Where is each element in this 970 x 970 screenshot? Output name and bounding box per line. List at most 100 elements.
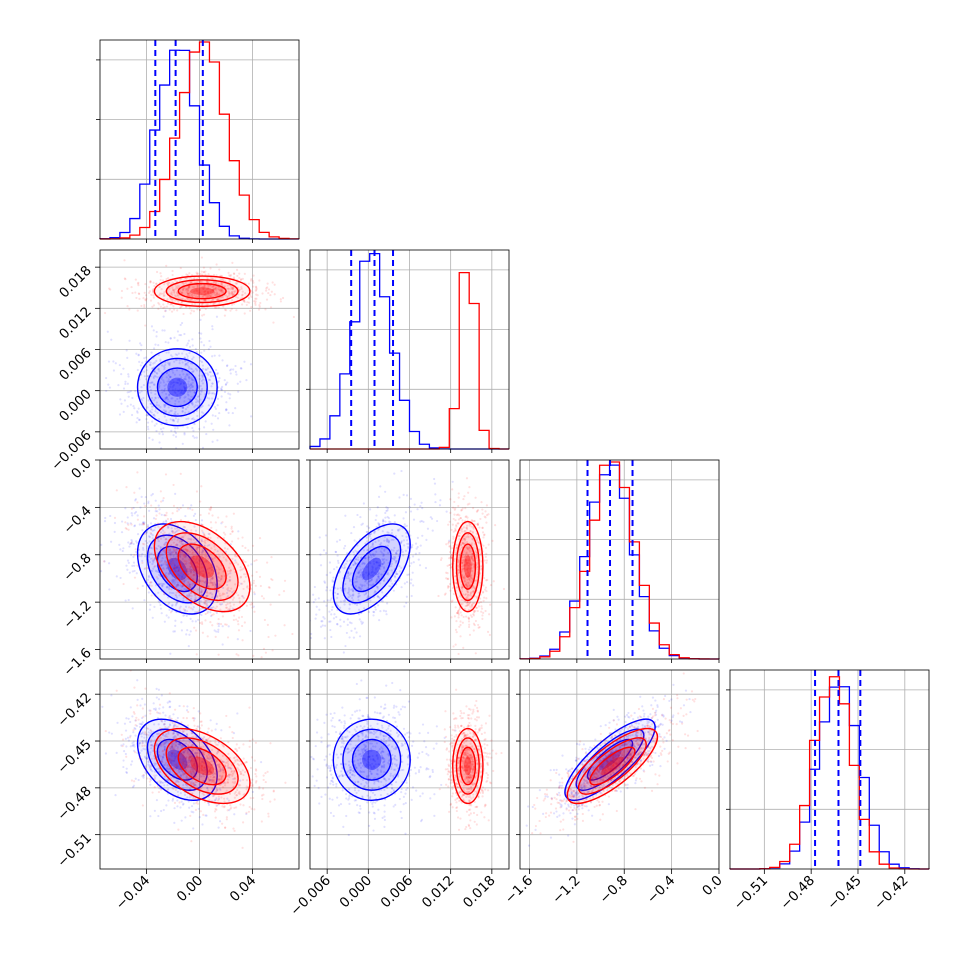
scatter-point (123, 722, 127, 725)
scatter-point (192, 514, 196, 517)
scatter-point (361, 577, 364, 580)
scatter-point (454, 628, 458, 631)
scatter-point (168, 393, 171, 396)
scatter-point (178, 378, 181, 381)
scatter-point (471, 506, 475, 510)
scatter-point (382, 552, 385, 556)
scatter-point (209, 288, 212, 291)
scatter-point (241, 290, 244, 293)
scatter-point (431, 529, 434, 532)
scatter-point (163, 550, 166, 553)
scatter-point (207, 610, 210, 613)
scatter-point (180, 579, 183, 582)
scatter-point (334, 550, 337, 553)
scatter-point (157, 396, 160, 399)
scatter-point (485, 514, 489, 517)
scatter-point (171, 609, 174, 613)
scatter-point (214, 595, 217, 598)
scatter-point (178, 359, 181, 362)
scatter-point (191, 508, 194, 511)
scatter-point (149, 768, 153, 771)
scatter-point (120, 296, 123, 299)
scatter-point (204, 599, 207, 602)
scatter-point (483, 534, 486, 537)
scatter-point (359, 574, 362, 577)
scatter-point (199, 369, 202, 373)
scatter-point (385, 540, 389, 543)
scatter-point (165, 305, 169, 308)
scatter-point (213, 287, 216, 290)
scatter-point (304, 294, 306, 296)
scatter-point (204, 368, 207, 371)
scatter-point (187, 800, 190, 803)
scatter-point (467, 608, 470, 611)
scatter-point (173, 566, 176, 569)
scatter-point (263, 618, 266, 622)
scatter-point (254, 303, 257, 307)
scatter-point (201, 529, 204, 532)
scatter-point (302, 625, 304, 627)
scatter-point (173, 821, 176, 824)
scatter-point (226, 547, 229, 551)
scatter-point (182, 287, 185, 290)
scatter-point (371, 543, 374, 546)
scatter-point (230, 307, 233, 311)
scatter-point (484, 510, 487, 513)
scatter-point (151, 529, 154, 532)
scatter-point (187, 285, 191, 289)
scatter-point (202, 562, 205, 565)
scatter-point (227, 287, 230, 290)
scatter-point (175, 570, 178, 573)
scatter-point (212, 392, 215, 395)
scatter-point (361, 570, 365, 573)
scatter-point (360, 571, 363, 574)
scatter-point (446, 577, 449, 581)
scatter-point (191, 378, 194, 381)
scatter-point (209, 345, 212, 348)
scatter-point (383, 560, 386, 563)
scatter-point (186, 784, 189, 787)
scatter-point (205, 579, 208, 583)
scatter-point (252, 654, 255, 657)
scatter-point (476, 538, 479, 541)
scatter-point (478, 526, 481, 529)
scatter-point (175, 585, 178, 588)
scatter-point (185, 287, 189, 291)
scatter-point (200, 293, 203, 296)
scatter-point (214, 728, 217, 731)
scatter-point (199, 572, 202, 575)
scatter-point (214, 407, 218, 410)
scatter-point (358, 565, 361, 568)
scatter-point (134, 727, 137, 731)
scatter-point (390, 569, 393, 572)
scatter-point (361, 522, 364, 525)
scatter-point (188, 583, 191, 587)
scatter-point (249, 294, 252, 297)
scatter-point (209, 375, 213, 378)
scatter-point (453, 513, 456, 516)
scatter-point (291, 632, 294, 636)
scatter-point (169, 336, 172, 340)
scatter-point (160, 377, 163, 380)
scatter-point (147, 591, 150, 594)
scatter-point (132, 506, 135, 510)
scatter-point (232, 276, 236, 279)
scatter-point (175, 596, 178, 599)
scatter-point (156, 534, 160, 537)
scatter-point (395, 552, 398, 555)
scatter-point (469, 575, 472, 578)
scatter-point (313, 585, 316, 589)
scatter-point (193, 573, 196, 576)
scatter-point (175, 285, 178, 289)
scatter-point (204, 602, 207, 605)
scatter-point (217, 590, 220, 593)
scatter-point (368, 580, 371, 583)
scatter-point (230, 587, 233, 590)
density-contour-0-2 (351, 545, 392, 593)
scatter-point (157, 418, 161, 421)
scatter-point (202, 574, 205, 577)
scatter-point (186, 567, 189, 571)
scatter-point (170, 409, 173, 412)
scatter-point (143, 599, 146, 602)
scatter-point (236, 274, 239, 278)
